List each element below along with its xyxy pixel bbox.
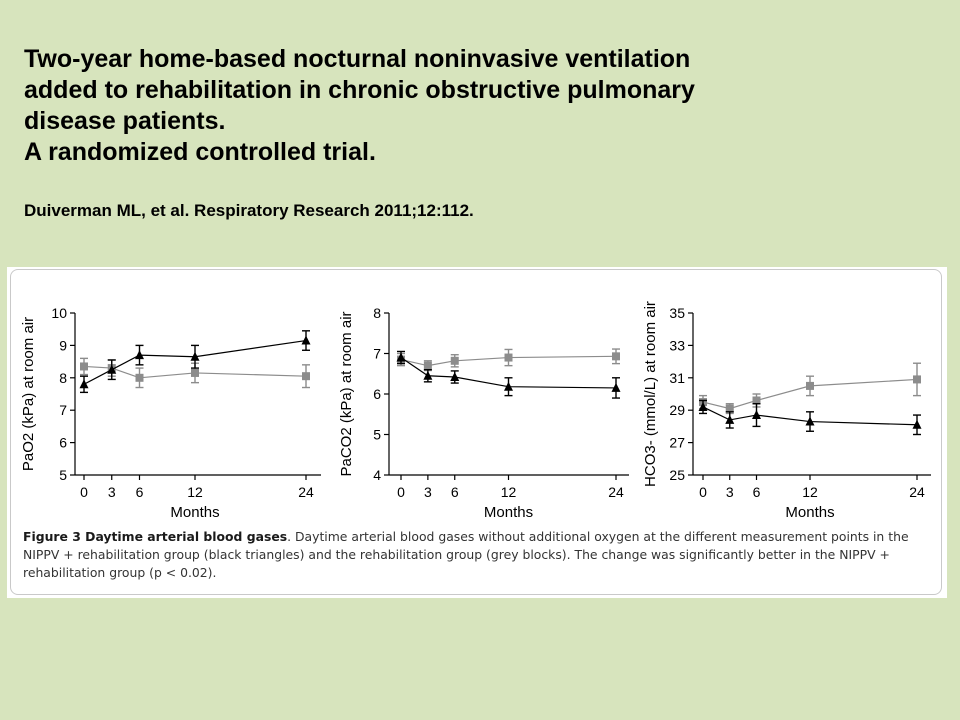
- data-point-square: [725, 404, 734, 413]
- data-point-triangle: [450, 371, 460, 381]
- x-tick-label: 24: [909, 484, 925, 500]
- title-line: A randomized controlled trial.: [24, 138, 376, 166]
- x-axis-label: Months: [170, 504, 219, 521]
- y-tick-label: 5: [59, 467, 67, 483]
- y-tick-label: 8: [59, 370, 67, 386]
- title-line: Two-year home-based nocturnal noninvasiv…: [24, 45, 691, 73]
- y-tick-label: 35: [669, 305, 685, 321]
- y-tick-label: 27: [669, 435, 685, 451]
- chart-panel-3: 25 27 29 31 33 35 0 3 6 12 24 Months HCO3- (mmol/L) …: [642, 301, 931, 521]
- y-tick-label: 29: [669, 402, 685, 418]
- series-rehab: [699, 362, 921, 415]
- x-tick-label: 3: [424, 484, 432, 500]
- title-line: disease patients.: [24, 107, 226, 135]
- y-tick-label: 5: [373, 427, 381, 443]
- series-rehab: [397, 348, 620, 372]
- data-point-square: [423, 361, 432, 370]
- x-tick-label: 24: [608, 484, 624, 500]
- x-tick-label: 0: [699, 484, 707, 500]
- series-nippv: [79, 330, 311, 394]
- y-tick-label: 33: [669, 337, 685, 353]
- data-point-triangle: [396, 352, 406, 362]
- charts-svg: 5 6 7 8 9 10 0 3 6 12 24 Months PaO2 (kPa) at room a…: [20, 301, 931, 521]
- x-tick-label: 12: [501, 484, 517, 500]
- data-point-triangle: [107, 364, 117, 374]
- y-axis-label: PaCO2 (kPa) at room air: [338, 311, 355, 476]
- citation: Duiverman ML, et al. Respiratory Researc…: [24, 201, 474, 220]
- figure-frame: 5 6 7 8 9 10 0 3 6 12 24 Months PaO2 (kPa) at room a…: [10, 269, 942, 595]
- y-tick-label: 9: [59, 337, 67, 353]
- data-point-square: [450, 356, 459, 365]
- y-tick-label: 7: [59, 402, 67, 418]
- data-point-square: [752, 396, 761, 405]
- x-tick-label: 24: [298, 484, 314, 500]
- data-point-triangle: [912, 419, 922, 429]
- y-tick-label: 6: [373, 386, 381, 402]
- data-point-triangle: [79, 379, 89, 389]
- data-point-triangle: [805, 416, 815, 426]
- y-tick-label: 8: [373, 305, 381, 321]
- data-point-triangle: [725, 414, 735, 424]
- y-tick-label: 31: [669, 370, 685, 386]
- data-point-square: [612, 352, 620, 361]
- y-axis-label: PaO2 (kPa) at room air: [20, 317, 37, 471]
- data-point-square: [302, 372, 310, 381]
- y-tick-label: 10: [51, 305, 67, 321]
- caption-text: . Daytime arterial blood gases without a…: [23, 529, 909, 580]
- x-tick-label: 12: [187, 484, 203, 500]
- title-line: added to rehabilitation in chronic obstr…: [24, 76, 695, 104]
- x-tick-label: 0: [397, 484, 405, 500]
- x-axis-label: Months: [785, 504, 834, 521]
- series-nippv: [698, 399, 922, 436]
- data-point-square: [191, 368, 199, 377]
- data-point-triangle: [423, 370, 433, 380]
- data-point-triangle: [301, 335, 311, 345]
- data-point-triangle: [752, 410, 761, 420]
- y-tick-label: 7: [373, 346, 381, 362]
- y-axis-label: HCO3- (mmol/L) at room air: [642, 301, 659, 487]
- data-point-triangle: [135, 350, 144, 360]
- figure-caption: Figure 3 Daytime arterial blood gases. D…: [23, 528, 941, 582]
- x-tick-label: 6: [753, 484, 761, 500]
- x-tick-label: 3: [726, 484, 734, 500]
- y-tick-label: 6: [59, 435, 67, 451]
- slide-title: Two-year home-based nocturnal noninvasiv…: [24, 44, 924, 168]
- y-tick-label: 4: [373, 467, 381, 483]
- caption-bold: Figure 3 Daytime arterial blood gases: [23, 529, 288, 544]
- chart-panel-2: 4 5 6 7 8 0 3 6 12 24 Months PaCO2 (kPa) at room ai…: [338, 305, 629, 521]
- data-point-square: [806, 381, 814, 390]
- x-tick-label: 0: [80, 484, 88, 500]
- y-tick-label: 25: [669, 467, 685, 483]
- data-point-square: [913, 375, 921, 384]
- data-point-square: [80, 362, 88, 371]
- chart-panel-1: 5 6 7 8 9 10 0 3 6 12 24 Months PaO2 (kPa) at room a…: [20, 305, 321, 521]
- data-point-square: [135, 373, 144, 382]
- x-tick-label: 12: [802, 484, 818, 500]
- x-tick-label: 6: [451, 484, 459, 500]
- data-point-triangle: [698, 401, 708, 411]
- data-point-triangle: [190, 351, 200, 361]
- x-tick-label: 3: [108, 484, 116, 500]
- data-point-triangle: [611, 382, 621, 392]
- x-axis-label: Months: [484, 504, 533, 521]
- data-point-square: [504, 353, 513, 362]
- series-nippv: [396, 350, 621, 399]
- data-point-triangle: [504, 381, 513, 391]
- x-tick-label: 6: [136, 484, 144, 500]
- figure-panel: 5 6 7 8 9 10 0 3 6 12 24 Months PaO2 (kPa) at room a…: [7, 267, 947, 598]
